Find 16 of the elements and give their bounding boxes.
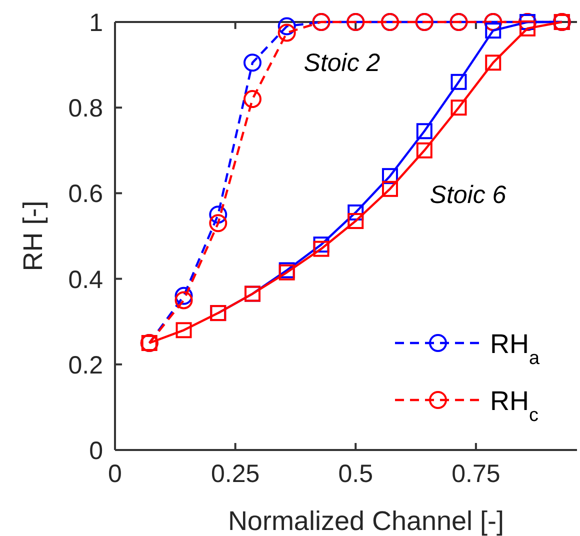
x-tick-label: 0.5 [338, 460, 374, 488]
annotation: Stoic 2 [304, 49, 380, 77]
y-tick-label: 0 [89, 437, 103, 465]
y-tick-label: 0.2 [68, 351, 103, 380]
y-tick-label: 0.6 [68, 180, 103, 208]
y-tick-label: 0.8 [68, 94, 103, 123]
y-tick-label: 0.4 [68, 266, 104, 294]
annotation: Stoic 6 [430, 181, 506, 209]
y-tick-label: 1 [89, 9, 103, 37]
x-axis-title: Normalized Channel [-] [228, 506, 504, 536]
x-tick-label: 0 [108, 460, 122, 488]
legend-label: RH$_{c}$ [490, 386, 538, 426]
y-axis-title: RH [-] [18, 200, 48, 272]
x-tick-label: 0.75 [452, 460, 500, 488]
legend-label: RH$_{a}$ [490, 329, 540, 368]
x-tick-label: 0.25 [210, 460, 260, 488]
